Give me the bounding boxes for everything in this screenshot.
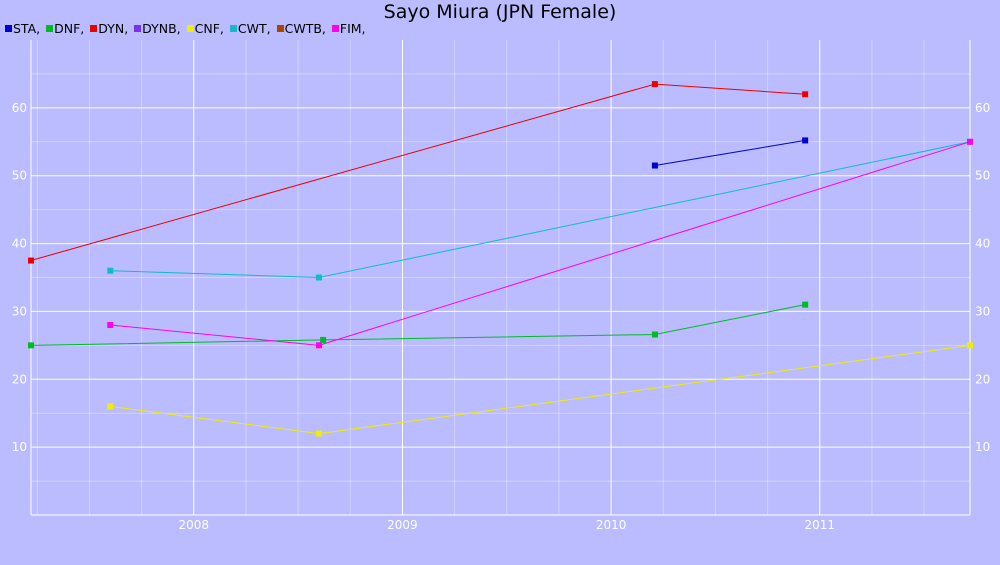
data-point-fim	[315, 342, 322, 349]
legend-item-cwtb: CWTB,	[276, 20, 326, 36]
data-point-cwt	[107, 267, 114, 274]
legend-label: DYNB,	[142, 20, 181, 36]
y-tick-label-right: 10	[975, 440, 990, 454]
data-point-dnf	[802, 301, 809, 308]
series-dyn	[28, 81, 809, 264]
x-tick-label: 2009	[387, 518, 418, 532]
legend-label: CNF,	[194, 20, 224, 36]
data-point-fim	[107, 322, 114, 328]
legend-swatch	[90, 24, 98, 32]
data-point-dyn	[651, 81, 658, 88]
legend-swatch	[276, 24, 284, 32]
data-point-sta	[651, 162, 658, 169]
grid	[31, 40, 970, 515]
series-dnf	[28, 301, 809, 349]
legend-item-fim: FIM,	[331, 20, 366, 36]
legend-swatch	[229, 24, 237, 32]
y-tick-label-right: 20	[975, 372, 990, 386]
series-line-dnf	[30, 304, 806, 346]
legend-swatch	[186, 24, 194, 32]
series-line-dyn	[30, 83, 806, 261]
y-tick-label-left: 10	[12, 440, 27, 454]
y-tick-label-left: 50	[12, 169, 27, 183]
legend-item-dynb: DYNB,	[134, 20, 181, 36]
series-line-cnf	[110, 344, 971, 435]
legend-label: DYN,	[98, 20, 129, 36]
y-tick-label-left: 20	[12, 372, 27, 386]
y-tick-label-left: 60	[12, 101, 27, 115]
legend-swatch	[5, 24, 12, 32]
legend-label: CWT,	[237, 20, 271, 36]
legend-swatch	[331, 24, 339, 32]
series-sta	[651, 137, 809, 169]
series-line-sta	[654, 139, 806, 166]
legend-label: DNF,	[54, 20, 85, 36]
legend-item-cwt: CWT,	[229, 20, 271, 36]
y-tick-label-right: 50	[975, 169, 990, 183]
data-point-dnf	[28, 342, 34, 349]
data-point-dyn	[802, 91, 809, 98]
legend-swatch	[134, 24, 142, 32]
data-point-fim	[967, 138, 973, 145]
legend-item-cnf: CNF,	[186, 20, 224, 36]
series-cnf	[107, 342, 973, 437]
data-point-sta	[802, 137, 809, 144]
series-fim	[107, 138, 973, 349]
legend-swatch	[46, 24, 54, 32]
x-tick-label: 2008	[178, 518, 209, 532]
data-point-cwt	[315, 274, 322, 281]
y-tick-label-right: 30	[975, 304, 990, 318]
legend-item-dnf: DNF,	[46, 21, 84, 36]
y-tick-label-right: 60	[975, 101, 990, 115]
legend-item-sta: STA,	[5, 21, 40, 36]
series-lines	[28, 81, 973, 437]
data-point-cnf	[315, 430, 322, 437]
y-tick-label-left: 40	[12, 237, 27, 251]
axes	[30, 40, 971, 516]
data-point-cnf	[967, 342, 973, 349]
data-point-dnf	[320, 336, 327, 343]
legend: STA, DNF, DYN, DYNB, CNF, CWT, CWTB, FIM,	[5, 20, 372, 36]
y-tick-label-right: 40	[975, 237, 990, 251]
data-point-dyn	[28, 257, 34, 264]
data-point-cnf	[107, 403, 114, 410]
legend-label: STA,	[13, 20, 41, 36]
x-tick-label: 2010	[596, 518, 627, 532]
legend-label: FIM,	[339, 20, 366, 36]
legend-label: CWTB,	[284, 20, 326, 36]
x-tick-label: 2011	[804, 518, 835, 532]
y-tick-label-left: 30	[12, 304, 27, 318]
tick-labels: 10 10 20 20 30 30 40 40 50 50 60 60 2008 2009 2010 2011	[12, 101, 991, 532]
chart-title: Sayo Miura (JPN Female)	[383, 1, 617, 23]
data-point-dnf	[651, 331, 658, 338]
legend-item-dyn: DYN,	[90, 21, 128, 36]
